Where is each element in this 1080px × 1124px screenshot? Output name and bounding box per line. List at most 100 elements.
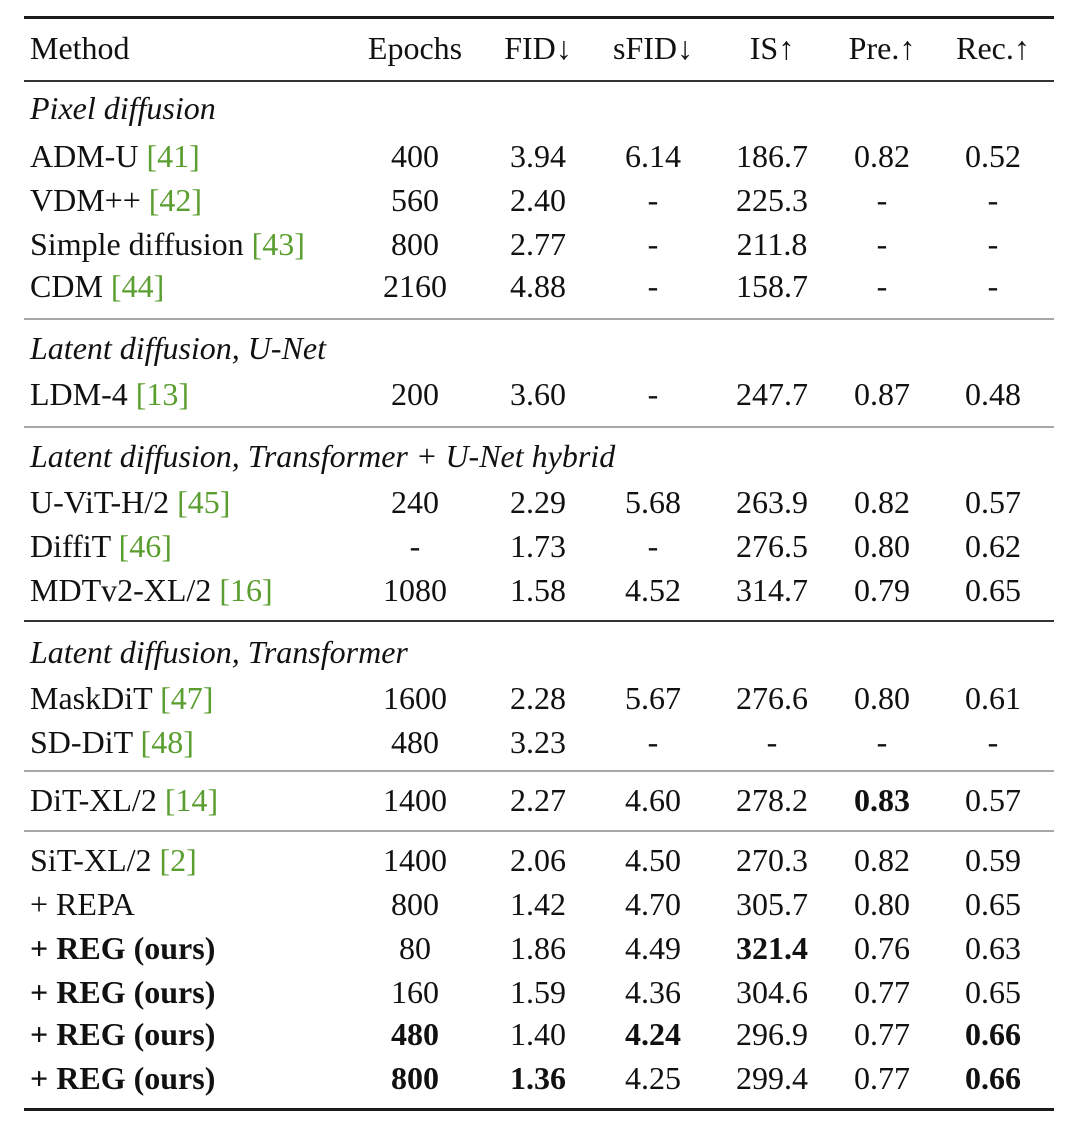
epochs-value: - (409, 528, 421, 564)
method-name: ADM-U [41] (30, 138, 200, 174)
sfid-value: - (647, 226, 659, 262)
epochs-value: 800 (391, 226, 439, 262)
precision-value: 0.80 (854, 680, 910, 716)
method-name: + REG (ours) (30, 1060, 216, 1096)
fid-value: 2.77 (510, 226, 566, 262)
epochs-value: 800 (391, 1060, 439, 1096)
fid-value: 2.06 (510, 842, 566, 878)
method-name: DiT-XL/2 [14] (30, 782, 219, 818)
citation-link[interactable]: [42] (148, 182, 203, 218)
precision-value: - (876, 226, 888, 262)
method-name: MaskDiT [47] (30, 680, 214, 716)
is-value: 305.7 (736, 886, 808, 922)
sfid-value: 4.70 (625, 886, 681, 922)
sfid-value: 4.24 (625, 1016, 681, 1052)
section-divider (24, 318, 1054, 320)
table-row: + REG (ours) 480 1.40 4.24 296.9 0.77 0.… (0, 1012, 1080, 1056)
header-sfid: sFID↓ (612, 30, 694, 66)
header-precision: Pre.↑ (848, 30, 916, 66)
method-name: DiffiT [46] (30, 528, 172, 564)
section-latent-hybrid: Latent diffusion, Transformer + U-Net hy… (30, 438, 616, 474)
epochs-value: 1400 (383, 782, 447, 818)
epochs-value: 160 (391, 974, 439, 1010)
sfid-value: 4.50 (625, 842, 681, 878)
citation-link[interactable]: [48] (140, 724, 194, 760)
epochs-value: 1600 (383, 680, 447, 716)
recall-value: 0.63 (965, 930, 1021, 966)
epochs-value: 200 (391, 376, 439, 412)
citation-link[interactable]: [14] (164, 782, 219, 818)
is-value: 270.3 (736, 842, 808, 878)
sfid-value: - (647, 528, 659, 564)
fid-value: 2.40 (510, 182, 566, 218)
epochs-value: 480 (391, 724, 439, 760)
header-is: IS↑ (749, 30, 795, 66)
table-row: VDM++ [42] 560 2.40 - 225.3 - - (0, 178, 1080, 222)
precision-value: - (876, 724, 888, 760)
precision-value: 0.82 (854, 484, 910, 520)
sfid-value: 6.14 (625, 138, 681, 174)
is-value: 299.4 (736, 1060, 808, 1096)
is-value: - (766, 724, 778, 760)
is-value: 158.7 (736, 268, 808, 304)
epochs-value: 400 (391, 138, 439, 174)
sfid-value: 4.25 (625, 1060, 681, 1096)
citation-link[interactable]: [41] (146, 138, 200, 174)
sfid-value: 4.49 (625, 930, 681, 966)
sfid-value: 5.67 (625, 680, 681, 716)
recall-value: 0.61 (965, 680, 1021, 716)
is-value: 321.4 (736, 930, 808, 966)
epochs-value: 2160 (383, 268, 447, 304)
table-row: ADM-U [41] 400 3.94 6.14 186.7 0.82 0.52 (0, 134, 1080, 178)
sfid-value: 4.52 (625, 572, 681, 608)
recall-value: 0.65 (965, 974, 1021, 1010)
method-name: SD-DiT [48] (30, 724, 194, 760)
section-pixel-diffusion: Pixel diffusion (30, 90, 216, 126)
table-row: MDTv2-XL/2 [16] 1080 1.58 4.52 314.7 0.7… (0, 568, 1080, 612)
citation-link[interactable]: [2] (159, 842, 197, 878)
precision-value: 0.79 (854, 572, 910, 608)
sfid-value: - (647, 182, 659, 218)
precision-value: - (876, 182, 888, 218)
fid-value: 2.29 (510, 484, 566, 520)
fid-value: 4.88 (510, 268, 566, 304)
precision-value: 0.82 (854, 138, 910, 174)
precision-value: 0.80 (854, 886, 910, 922)
method-name: Simple diffusion [43] (30, 226, 305, 262)
is-value: 296.9 (736, 1016, 808, 1052)
fid-value: 1.40 (510, 1016, 566, 1052)
table-row: DiT-XL/2 [14] 1400 2.27 4.60 278.2 0.83 … (0, 778, 1080, 822)
recall-value: 0.66 (965, 1060, 1021, 1096)
citation-link[interactable]: [43] (251, 226, 305, 262)
fid-value: 3.60 (510, 376, 566, 412)
fid-value: 1.73 (510, 528, 566, 564)
recall-value: - (987, 268, 999, 304)
header-rule (24, 80, 1054, 82)
bottom-rule (24, 1108, 1054, 1111)
header-row: Method Epochs FID↓ sFID↓ IS↑ Pre.↑ Rec.↑ (0, 26, 1080, 70)
is-value: 278.2 (736, 782, 808, 818)
citation-link[interactable]: [13] (135, 376, 190, 412)
citation-link[interactable]: [45] (177, 484, 231, 520)
is-value: 186.7 (736, 138, 808, 174)
recall-value: 0.52 (965, 138, 1021, 174)
citation-link[interactable]: [47] (160, 680, 214, 716)
section-divider (24, 770, 1054, 772)
is-value: 276.6 (736, 680, 808, 716)
citation-link[interactable]: [16] (219, 572, 273, 608)
table-row: SiT-XL/2 [2] 1400 2.06 4.50 270.3 0.82 0… (0, 838, 1080, 882)
sfid-value: 4.36 (625, 974, 681, 1010)
section-divider (24, 426, 1054, 428)
is-value: 211.8 (736, 226, 808, 262)
precision-value: 0.87 (854, 376, 910, 412)
recall-value: - (987, 182, 999, 218)
epochs-value: 1400 (383, 842, 447, 878)
header-recall: Rec.↑ (956, 30, 1030, 66)
method-name: + REG (ours) (30, 930, 216, 966)
method-name: SiT-XL/2 [2] (30, 842, 197, 878)
citation-link[interactable]: [46] (118, 528, 172, 564)
precision-value: 0.82 (854, 842, 910, 878)
fid-value: 1.42 (510, 886, 566, 922)
citation-link[interactable]: [44] (110, 268, 165, 304)
sfid-value: - (647, 268, 659, 304)
